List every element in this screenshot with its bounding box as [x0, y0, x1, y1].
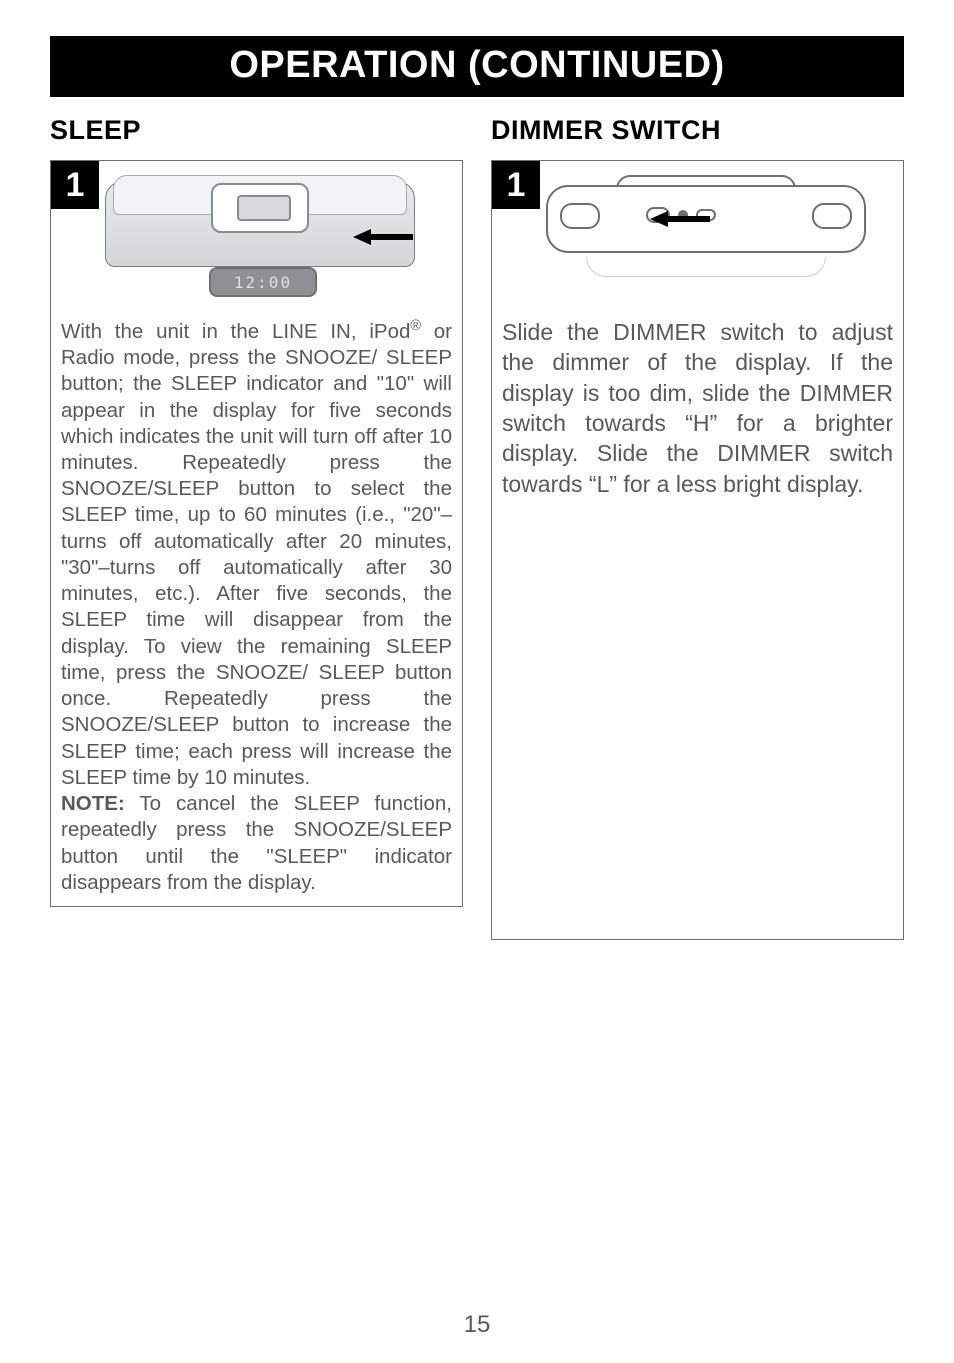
dimmer-body-text: Slide the DIMMER switch to adjust the di… — [492, 311, 903, 509]
note-label: NOTE: — [61, 792, 125, 815]
dimmer-figure: 1 — [492, 161, 903, 311]
dimmer-heading: DIMMER SWITCH — [491, 115, 904, 146]
sleep-figure: 1 12:00 — [51, 161, 462, 311]
sleep-body-text: With the unit in the LINE IN, iPod® or R… — [51, 311, 462, 906]
device-top-illustration: 12:00 — [105, 171, 415, 299]
dimmer-box: 1 Slide the — [491, 160, 904, 940]
right-column: DIMMER SWITCH 1 — [491, 115, 904, 940]
sleep-step-badge: 1 — [51, 161, 99, 209]
speaker-left-icon — [560, 203, 600, 229]
registered-symbol: ® — [410, 318, 421, 334]
ipod-dock-icon — [211, 183, 309, 233]
dimmer-empty-space — [492, 509, 903, 939]
sleep-heading: SLEEP — [50, 115, 463, 146]
section-title: OPERATION (CONTINUED) — [229, 44, 724, 86]
arrow-left-icon — [650, 211, 668, 227]
two-column-layout: SLEEP 1 12:00 With the unit in the LINE … — [50, 115, 904, 940]
device-front-illustration — [546, 175, 866, 297]
arrow-left-icon — [353, 229, 371, 245]
section-title-band: OPERATION (CONTINUED) — [50, 36, 904, 97]
sleep-body-pre: With the unit in the LINE IN, iPod — [61, 320, 410, 343]
sleep-body-main: or Radio mode, press the SNOOZE/ SLEEP b… — [61, 320, 452, 789]
sleep-box: 1 12:00 With the unit in the LINE IN, iP… — [50, 160, 463, 907]
left-column: SLEEP 1 12:00 With the unit in the LINE … — [50, 115, 463, 940]
page-number: 15 — [0, 1311, 954, 1339]
speaker-right-icon — [812, 203, 852, 229]
lcd-display: 12:00 — [209, 267, 317, 297]
dimmer-step-badge: 1 — [492, 161, 540, 209]
